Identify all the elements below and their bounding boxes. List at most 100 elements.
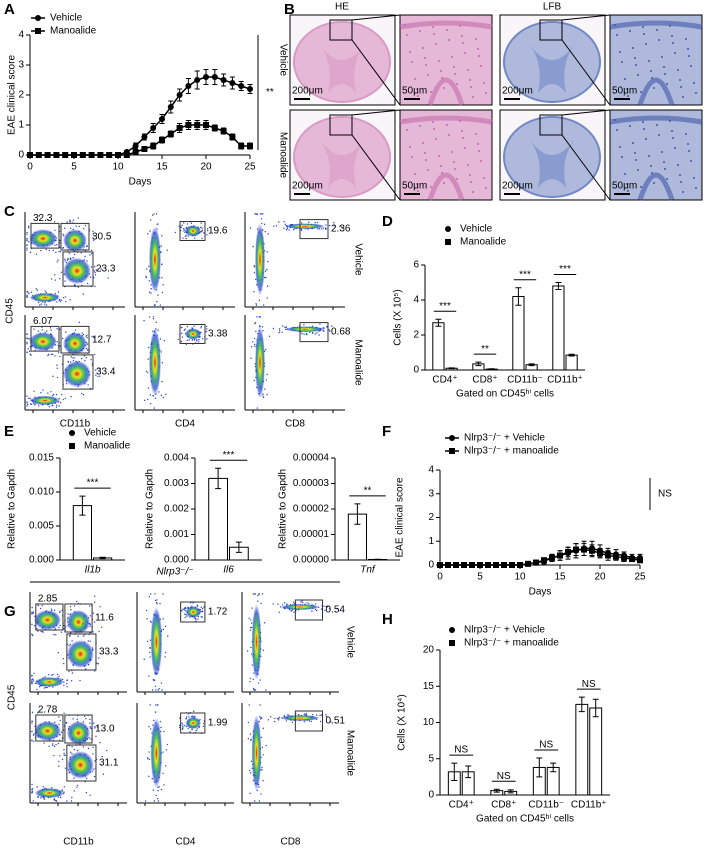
flow-event [93, 775, 96, 778]
flow-event [185, 718, 187, 720]
flow-event [56, 301, 58, 303]
flow-event [152, 316, 155, 318]
nucleus [614, 24, 616, 26]
flow-event [152, 317, 155, 320]
gate-value: 33.3 [99, 647, 119, 658]
marker [453, 562, 459, 568]
legend-label: Nlrp3⁻/⁻ + manoalide [464, 446, 559, 457]
x-tick-label: 25 [634, 572, 646, 583]
flow-event [31, 680, 33, 683]
flow-event [201, 237, 203, 240]
flow-event [258, 593, 261, 595]
flow-event [92, 722, 95, 724]
flow-event [274, 717, 276, 720]
flow-event [89, 640, 91, 642]
flow-event [94, 369, 97, 371]
nucleus [409, 146, 411, 148]
flow-event [316, 714, 318, 716]
nucleus [643, 33, 645, 35]
flow-event [94, 670, 96, 672]
flow-density [66, 751, 95, 779]
flow-event [306, 602, 308, 604]
flow-event [145, 268, 148, 270]
flow-event [54, 355, 56, 357]
flow-event [69, 299, 71, 301]
nucleus [666, 83, 668, 85]
marker [79, 152, 86, 158]
flow-event [28, 350, 31, 353]
significance: NS [539, 740, 553, 751]
flow-event [157, 800, 160, 802]
flow-event [247, 721, 250, 724]
nucleus [483, 82, 485, 84]
gate [62, 354, 94, 390]
flow-event [256, 316, 258, 318]
nucleus [438, 155, 440, 157]
y-tick-label: 4 [413, 295, 419, 306]
nucleus [645, 138, 647, 140]
flow-event [324, 609, 326, 612]
flow-event [42, 389, 44, 391]
flow-event [205, 325, 208, 328]
flow-event [158, 391, 160, 393]
nucleus [430, 186, 432, 188]
flow-event [33, 390, 35, 392]
flow-event [89, 722, 91, 724]
significance: *** [223, 450, 235, 461]
nucleus [671, 130, 673, 132]
flow-event [323, 605, 325, 607]
flow-event [50, 278, 53, 280]
x-tick-label: Il6 [223, 565, 234, 576]
flow-event [92, 753, 94, 755]
nucleus [453, 161, 455, 163]
flow-event [66, 800, 68, 802]
flow-event [58, 765, 60, 767]
nucleus [419, 125, 421, 127]
gate-value: 31.1 [99, 758, 119, 769]
gate [299, 219, 329, 240]
flow-event [161, 362, 164, 364]
flow-event [203, 232, 205, 234]
flow-event [259, 316, 262, 318]
flow-event [56, 328, 58, 330]
flow-event [149, 647, 151, 649]
flow-event [37, 796, 39, 799]
marker [211, 74, 218, 80]
flow-event [40, 630, 42, 633]
flow-event [84, 255, 86, 258]
flow-event [31, 682, 33, 685]
flow-event [96, 726, 99, 728]
flow-event [57, 291, 60, 293]
flow-event [70, 632, 72, 634]
flow-event [29, 353, 31, 355]
flow-event [182, 228, 185, 230]
flow-event [261, 222, 263, 225]
marker [597, 550, 603, 557]
marker [477, 562, 483, 568]
flow-event [94, 353, 96, 356]
flow-event [186, 325, 188, 328]
nucleus [480, 65, 482, 67]
flow-event [152, 394, 154, 397]
flow-event [57, 352, 60, 354]
flow-event [82, 333, 85, 336]
flow-event [193, 325, 195, 327]
marker [69, 430, 75, 436]
flow-event [253, 337, 256, 340]
flow-event [266, 373, 268, 376]
flow-event [154, 711, 157, 713]
x-tick-label: 15 [156, 162, 168, 173]
flow-event [181, 326, 183, 328]
y-tick-label: 3 [18, 60, 24, 71]
flow-event [64, 754, 66, 756]
x-tick-label: CD11b⁺ [571, 800, 607, 811]
marker [449, 640, 455, 646]
flow-event [190, 602, 192, 604]
flow-event [159, 338, 162, 340]
marker [220, 77, 227, 83]
gate [35, 714, 64, 742]
flow-event [153, 213, 155, 215]
error-bar [435, 318, 442, 327]
flow-density [149, 329, 161, 396]
nucleus [433, 128, 435, 130]
